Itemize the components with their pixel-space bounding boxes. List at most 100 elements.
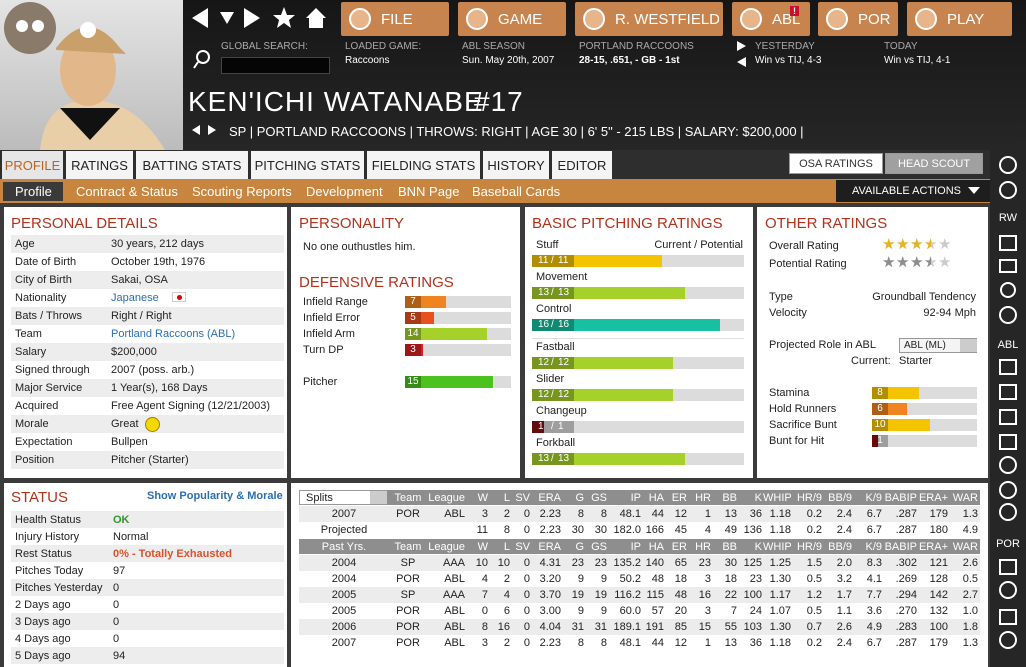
stat-cell: 182.0 (613, 524, 641, 536)
sidebar-icon[interactable] (999, 235, 1017, 251)
nav-button-label: FILE (381, 11, 413, 28)
tab-label: PROFILE (4, 158, 61, 173)
forward-icon[interactable] (244, 8, 260, 28)
tab[interactable]: RATINGS (66, 151, 133, 179)
stat-cell: 0 (523, 589, 530, 601)
panel-heading: PERSONALITY (299, 215, 405, 232)
tab[interactable]: BATTING STATS (136, 151, 248, 179)
rating-label: Turn DP (303, 344, 344, 356)
stat-cell: AAA (442, 589, 465, 601)
current-bar (532, 389, 674, 401)
subtab[interactable]: Contract & Status (76, 184, 178, 199)
pitch-value: 11/11 (532, 255, 574, 267)
status-link[interactable]: Show Popularity & Morale (147, 490, 283, 502)
stat-cell: 9 (600, 605, 607, 617)
mascot-eye (32, 20, 44, 32)
cap-logo (80, 22, 96, 38)
stat-cell: HR (695, 492, 711, 504)
actions-box[interactable] (836, 180, 990, 202)
stat-cell: HR (695, 541, 711, 553)
detail-value[interactable]: Portland Raccoons (ABL) (111, 328, 236, 340)
rating-value: 7 (405, 296, 421, 308)
tab[interactable]: EDITOR (552, 151, 612, 179)
pitch-sep: / (551, 421, 554, 432)
sidebar-icon[interactable] (999, 409, 1017, 425)
sidebar-icon[interactable] (999, 156, 1017, 174)
sidebar-icon[interactable] (999, 384, 1017, 400)
scout-tab[interactable]: HEAD SCOUT (885, 153, 983, 174)
nav-button[interactable]: R. WESTFIELD (575, 2, 723, 36)
stat-cell: 100 (929, 621, 948, 633)
stat-cell: 4.31 (539, 557, 561, 569)
stat-cell: 0 (523, 508, 530, 520)
sidebar-icon[interactable] (999, 559, 1017, 575)
sidebar-icon[interactable] (999, 259, 1017, 273)
stat-cell: 1.8 (962, 621, 978, 633)
subtab[interactable]: Profile (15, 184, 52, 199)
subtab-bar (0, 179, 990, 203)
detail-value: Great (111, 418, 139, 430)
nav-button[interactable]: POR (818, 2, 898, 36)
subtab[interactable]: Baseball Cards (472, 184, 561, 199)
stat-cell: 0.5 (806, 573, 822, 585)
splits-dropdown[interactable]: Splits (299, 490, 387, 505)
down-icon[interactable] (220, 12, 234, 24)
stat-cell: 19 (571, 589, 584, 601)
stat-cell: K/9 (865, 541, 882, 553)
stat-cell: 8 (577, 637, 584, 649)
sidebar-icon[interactable] (999, 456, 1017, 474)
sidebar-icon[interactable] (999, 359, 1017, 375)
subtab[interactable]: Scouting Reports (192, 184, 292, 199)
sidebar-icon[interactable] (999, 306, 1017, 324)
nav-button[interactable]: ABL (732, 2, 810, 36)
nav-button[interactable]: PLAY (907, 2, 1012, 36)
tab[interactable]: PITCHING STATS (251, 151, 364, 179)
star-fill: ★ (924, 238, 931, 252)
stat-cell: 3 (704, 573, 711, 585)
sidebar-icon[interactable] (1000, 282, 1016, 298)
bar-track (405, 344, 511, 356)
stat-cell: 3 (481, 637, 488, 649)
stat-cell: 1.17 (769, 589, 791, 601)
tab[interactable]: FIELDING STATS (367, 151, 480, 179)
stat-cell: 179 (929, 508, 948, 520)
sidebar-icon[interactable] (999, 581, 1017, 599)
tab[interactable]: HISTORY (483, 151, 549, 179)
pitch-label: Movement (536, 271, 588, 283)
tab[interactable]: PROFILE (2, 151, 63, 179)
stat-row-label: Projected (320, 524, 368, 536)
star-icon[interactable] (273, 7, 295, 28)
sidebar-icon[interactable] (999, 181, 1017, 199)
player-arrows[interactable] (190, 124, 220, 138)
subtab[interactable]: BNN Page (398, 184, 460, 199)
nav-button[interactable]: GAME (458, 2, 566, 36)
sidebar-icon[interactable] (999, 481, 1017, 499)
stat-cell: 9 (600, 573, 607, 585)
status-label: Injury History (15, 531, 80, 543)
role-dropdown[interactable]: ABL (ML) (899, 338, 977, 353)
nav-button[interactable]: FILE (341, 2, 449, 36)
stat-cell: 8 (503, 524, 510, 536)
info-label: TODAY (884, 41, 918, 52)
stat-cell: 1.1 (836, 605, 852, 617)
subtab[interactable]: Development (306, 184, 383, 199)
mascot-eye (16, 20, 28, 32)
day-arrows[interactable] (735, 40, 749, 70)
detail-label: Major Service (15, 382, 83, 394)
stat-cell: 116.2 (614, 589, 641, 601)
star: ★★ (882, 238, 896, 252)
star: ★★ (924, 238, 938, 252)
sidebar-icon[interactable] (999, 609, 1017, 625)
sidebar-icon[interactable] (999, 434, 1017, 450)
star: ★★ (882, 256, 896, 270)
detail-value[interactable]: Japanese (111, 292, 159, 304)
search-box[interactable] (221, 57, 330, 74)
search-icon[interactable] (192, 48, 214, 72)
sidebar-icon[interactable] (999, 503, 1017, 521)
scout-tab[interactable]: OSA RATINGS (789, 153, 883, 174)
stat-cell: 142 (929, 589, 948, 601)
home-icon[interactable] (306, 8, 326, 28)
nav-button-icon (826, 8, 848, 30)
back-icon[interactable] (192, 8, 208, 28)
sidebar-icon[interactable] (999, 631, 1017, 649)
